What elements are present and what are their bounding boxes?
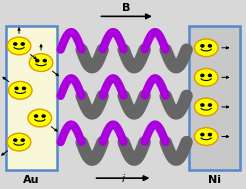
- Circle shape: [22, 87, 26, 90]
- Circle shape: [7, 37, 31, 55]
- Text: Ni: Ni: [208, 175, 221, 185]
- Circle shape: [194, 39, 218, 57]
- Circle shape: [208, 133, 212, 136]
- Circle shape: [15, 87, 18, 90]
- Circle shape: [194, 68, 218, 86]
- Circle shape: [201, 74, 204, 77]
- Circle shape: [201, 45, 204, 47]
- Circle shape: [194, 128, 218, 145]
- FancyBboxPatch shape: [189, 26, 240, 170]
- Circle shape: [208, 74, 212, 77]
- Circle shape: [208, 45, 212, 47]
- Circle shape: [14, 43, 17, 45]
- Circle shape: [14, 139, 17, 141]
- Circle shape: [29, 54, 53, 71]
- Circle shape: [9, 81, 32, 99]
- Circle shape: [36, 60, 39, 62]
- Circle shape: [34, 115, 38, 117]
- Text: i: i: [122, 174, 124, 184]
- Circle shape: [43, 60, 46, 62]
- Circle shape: [42, 115, 45, 117]
- Circle shape: [201, 104, 204, 106]
- Circle shape: [208, 104, 212, 106]
- Text: B: B: [123, 3, 131, 13]
- Circle shape: [201, 133, 204, 136]
- Circle shape: [21, 43, 24, 45]
- FancyBboxPatch shape: [6, 26, 57, 170]
- Text: Au: Au: [23, 175, 40, 185]
- Circle shape: [194, 98, 218, 116]
- Circle shape: [28, 109, 52, 127]
- Circle shape: [21, 139, 24, 141]
- Circle shape: [7, 133, 31, 151]
